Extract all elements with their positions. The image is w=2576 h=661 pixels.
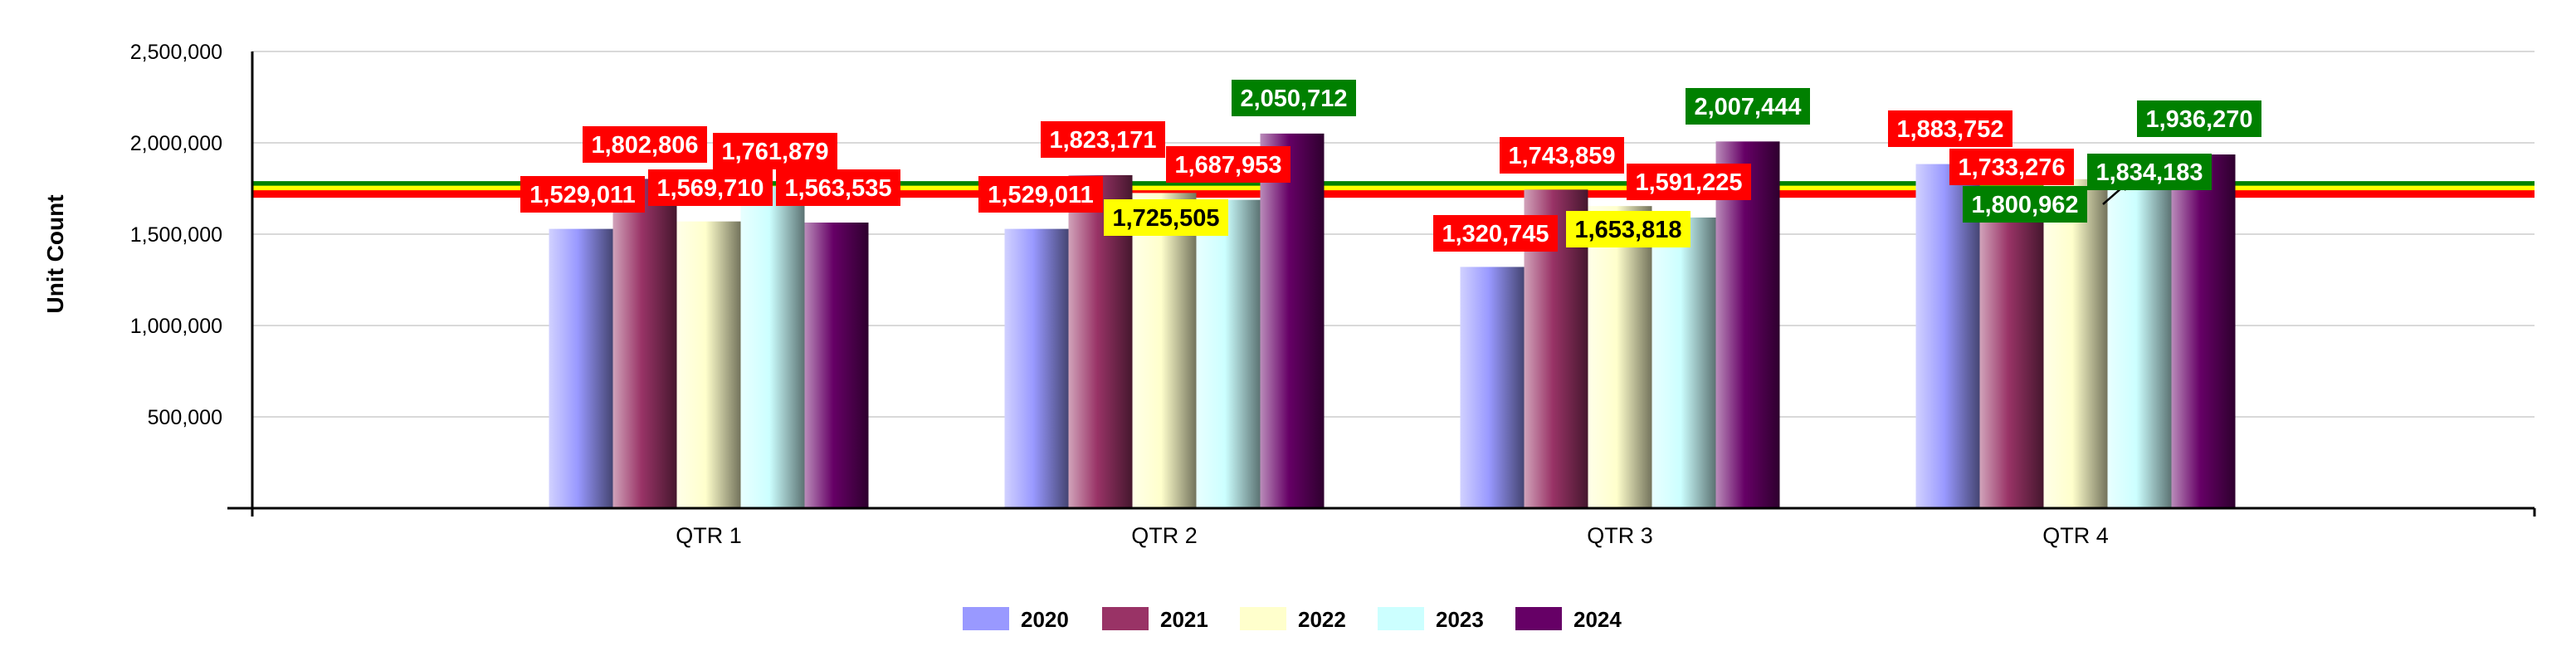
data-label: 1,936,270 (2137, 100, 2261, 137)
data-label-text: 1,743,859 (1508, 143, 1615, 169)
data-label: 1,823,171 (1041, 121, 1165, 158)
data-label-text: 2,007,444 (1694, 94, 1801, 120)
data-label: 1,743,859 (1500, 137, 1624, 174)
legend-item-2020: 2020 (963, 607, 1069, 632)
legend-swatch (1515, 607, 1562, 630)
y-tick-label: 500,000 (148, 406, 222, 429)
bar-2021-qtr1 (612, 179, 677, 508)
x-tick-label: QTR 1 (676, 523, 742, 548)
data-label: 1,883,752 (1888, 110, 2013, 147)
bar-2023-qtr1 (740, 186, 805, 508)
data-label-text: 1,591,225 (1635, 169, 1742, 196)
x-tick-label: QTR 3 (1587, 523, 1653, 548)
x-tick-label: QTR 4 (2042, 523, 2109, 548)
data-label: 1,591,225 (1627, 164, 1751, 200)
bar-2021-qtr4 (1979, 191, 2044, 509)
x-tick-label: QTR 2 (1131, 523, 1198, 548)
data-label-text: 2,050,712 (1240, 86, 1347, 112)
bar-2023-qtr3 (1651, 217, 1716, 508)
data-labels: 1,529,011 1,529,011 1,320,745 1,883,752 1,80… (520, 80, 2261, 252)
bar-2020-qtr3 (1460, 267, 1525, 508)
data-label: 1,529,011 (978, 176, 1103, 213)
bar-2024-qtr4 (2171, 154, 2236, 508)
bar-2020-qtr2 (1004, 228, 1069, 508)
data-label: 1,834,183 (2087, 154, 2212, 190)
data-label: 1,800,962 (1963, 186, 2087, 223)
legend-swatch (1378, 607, 1424, 630)
legend-swatch (1102, 607, 1149, 630)
data-label-text: 1,733,276 (1958, 154, 2065, 181)
data-label-text: 1,802,806 (591, 132, 698, 159)
bar-2024-qtr3 (1715, 141, 1780, 509)
data-label-text: 1,687,953 (1174, 152, 1281, 179)
data-label-text: 1,563,535 (784, 175, 891, 202)
bar-2022-qtr4 (2043, 179, 2108, 508)
data-label-text: 1,761,879 (721, 139, 828, 165)
legend-item-2022: 2022 (1240, 607, 1346, 632)
data-label: 1,320,745 (1433, 215, 1558, 252)
legend-label: 2023 (1436, 607, 1484, 632)
y-tick-label: 2,000,000 (130, 132, 222, 155)
data-label-text: 1,529,011 (529, 182, 635, 208)
data-label-text: 1,883,752 (1896, 116, 2003, 143)
data-label: 1,529,011 (520, 176, 645, 213)
data-label: 1,563,535 (776, 169, 900, 206)
legend-label: 2024 (1573, 607, 1622, 632)
bar-2022-qtr2 (1132, 193, 1197, 508)
legend-label: 2022 (1298, 607, 1346, 632)
data-label: 1,733,276 (1949, 149, 2074, 185)
y-tick-label: 1,500,000 (130, 223, 222, 247)
legend-swatch (963, 607, 1009, 630)
data-label: 1,687,953 (1166, 146, 1290, 183)
bar-2020-qtr1 (549, 228, 613, 508)
y-tick-label: 1,000,000 (130, 315, 222, 338)
legend-label: 2021 (1160, 607, 1208, 632)
y-tick-label: 2,500,000 (130, 41, 222, 64)
legend-item-2021: 2021 (1102, 607, 1208, 632)
bar-2024-qtr1 (804, 223, 869, 508)
data-label-text: 1,569,710 (656, 175, 764, 202)
bar-2022-qtr1 (676, 221, 741, 508)
data-label-text: 1,725,505 (1112, 205, 1219, 232)
axes (227, 51, 2536, 517)
data-label: 1,569,710 (648, 169, 773, 206)
data-label-text: 1,936,270 (2145, 106, 2252, 133)
bar-2024-qtr2 (1260, 133, 1325, 508)
legend-label: 2020 (1021, 607, 1069, 632)
data-label-text: 1,529,011 (988, 182, 1093, 208)
legend-item-2024: 2024 (1515, 607, 1622, 632)
y-tick-labels: 500,000 1,000,000 1,500,000 2,000,000 2,500,… (130, 41, 222, 429)
data-label: 2,050,712 (1232, 80, 1356, 116)
bars (549, 133, 2236, 509)
bar-2023-qtr2 (1196, 199, 1261, 509)
legend-swatch (1240, 607, 1286, 630)
data-label-text: 1,800,962 (1971, 192, 2078, 218)
bar-2022-qtr3 (1588, 206, 1652, 508)
x-tick-labels: QTR 1 QTR 2 QTR 3 QTR 4 (676, 523, 2109, 548)
bar-2023-qtr4 (2107, 173, 2172, 508)
data-label-text: 1,653,818 (1574, 217, 1681, 243)
data-label-text: 1,834,183 (2095, 159, 2203, 186)
data-label: 1,802,806 (583, 126, 707, 163)
data-label-text: 1,823,171 (1049, 127, 1156, 154)
data-label: 1,761,879 (713, 133, 837, 169)
data-label: 1,725,505 (1104, 199, 1228, 236)
y-axis-label: Unit Count (42, 194, 68, 313)
legend-item-2023: 2023 (1378, 607, 1484, 632)
legend: 2020 2021 2022 2023 2024 (963, 607, 1622, 632)
data-label: 1,653,818 (1566, 211, 1690, 247)
data-label: 2,007,444 (1686, 88, 1810, 125)
data-label-text: 1,320,745 (1442, 221, 1549, 247)
